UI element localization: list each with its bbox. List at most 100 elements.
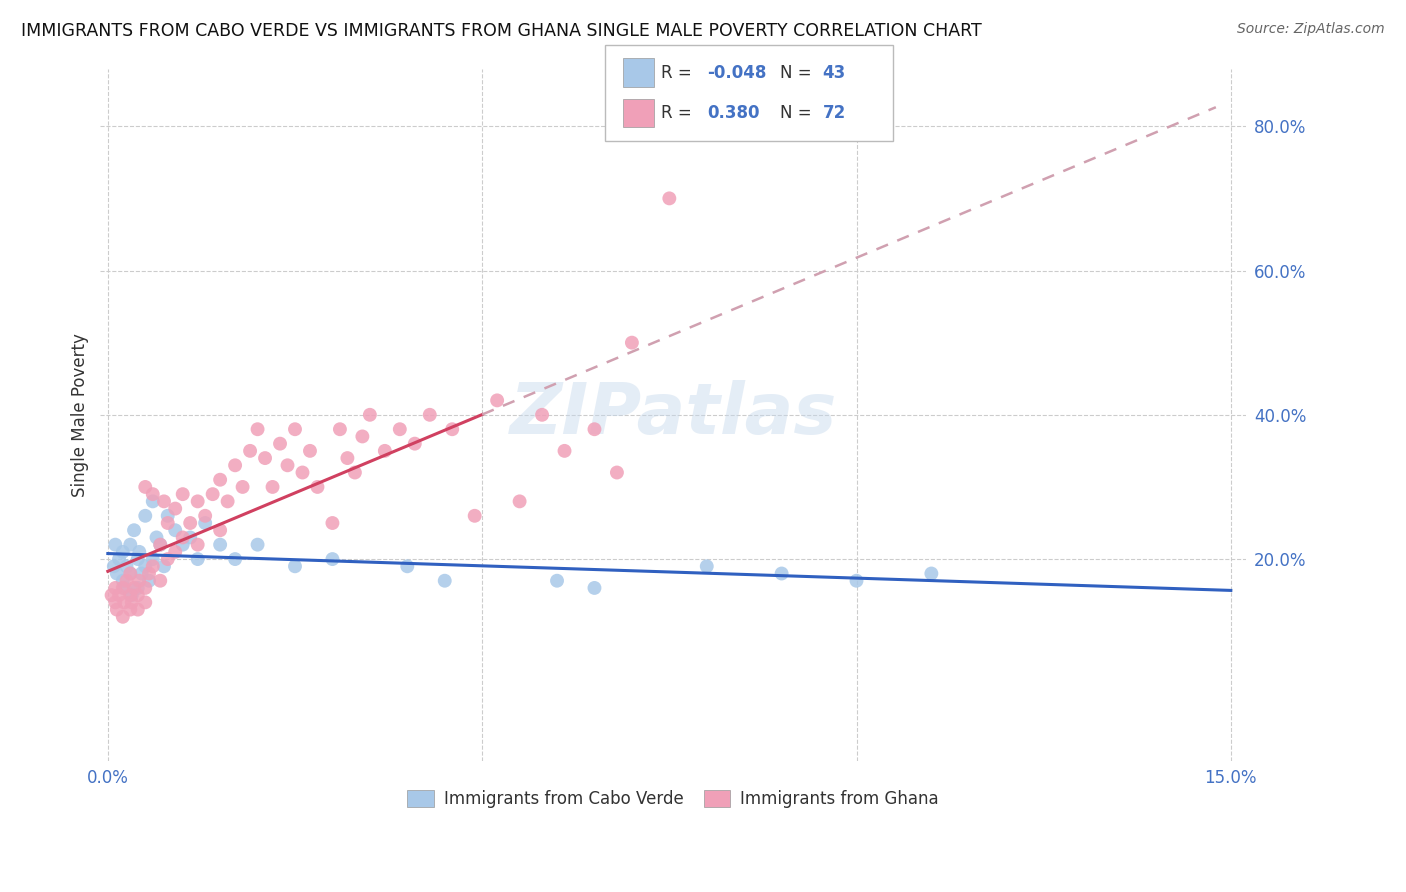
Point [127,581,149,595]
Point [269,436,291,450]
Point [153,494,176,508]
Text: N =: N = [780,103,817,122]
Point [120,602,142,616]
Point [165,501,187,516]
Point [845,574,868,588]
Point [419,408,441,422]
Point [103,559,125,574]
Point [128,545,150,559]
Point [179,516,201,530]
Point [134,480,156,494]
Point [112,581,135,595]
Point [262,480,284,494]
Point [127,602,149,616]
Point [388,422,411,436]
Point [307,480,329,494]
Point [172,531,194,545]
Point [108,552,131,566]
Point [583,581,606,595]
Text: R =: R = [661,63,697,82]
Point [217,494,239,508]
Point [920,566,942,581]
Point [122,523,145,537]
Point [142,552,165,566]
Point [115,574,138,588]
Point [433,574,456,588]
Point [201,487,224,501]
Point [187,538,209,552]
Text: -0.048: -0.048 [707,63,766,82]
Point [138,566,160,581]
Point [142,494,165,508]
Point [336,451,359,466]
Point [658,191,681,205]
Point [284,422,307,436]
Point [224,552,246,566]
Point [509,494,531,508]
Point [156,508,179,523]
Point [121,588,143,602]
Point [298,443,321,458]
Point [100,588,122,602]
Point [131,566,153,581]
Point [120,538,142,552]
Point [142,559,165,574]
Point [142,487,165,501]
Point [404,436,426,450]
Point [108,588,131,602]
Text: 43: 43 [823,63,846,82]
Point [104,581,127,595]
Point [246,422,269,436]
Point [343,466,366,480]
Point [187,494,209,508]
Point [276,458,298,473]
Point [134,559,156,574]
Point [209,473,232,487]
Point [172,538,194,552]
Point [194,516,217,530]
Point [149,538,172,552]
Point [111,609,134,624]
Point [583,422,606,436]
Point [134,581,156,595]
Point [696,559,718,574]
Point [172,487,194,501]
Point [121,595,143,609]
Point [120,588,142,602]
Point [104,595,127,609]
Point [209,523,232,537]
Point [165,523,187,537]
Text: Source: ZipAtlas.com: Source: ZipAtlas.com [1237,22,1385,37]
Text: N =: N = [780,63,817,82]
Point [291,466,314,480]
Point [105,602,128,616]
Point [254,451,277,466]
Point [127,588,149,602]
Text: IMMIGRANTS FROM CABO VERDE VS IMMIGRANTS FROM GHANA SINGLE MALE POVERTY CORRELAT: IMMIGRANTS FROM CABO VERDE VS IMMIGRANTS… [21,22,981,40]
Point [232,480,254,494]
Point [105,566,128,581]
Text: 0.380: 0.380 [707,103,759,122]
Point [321,516,343,530]
Point [606,466,628,480]
Point [104,538,127,552]
Point [329,422,352,436]
Text: 72: 72 [823,103,846,122]
Point [120,566,142,581]
Point [441,422,464,436]
Point [145,531,167,545]
Legend: Immigrants from Cabo Verde, Immigrants from Ghana: Immigrants from Cabo Verde, Immigrants f… [401,783,946,815]
Point [165,545,187,559]
Point [374,443,396,458]
Text: ZIPatlas: ZIPatlas [509,380,837,450]
Point [546,574,568,588]
Point [359,408,381,422]
Point [149,574,172,588]
Point [122,581,145,595]
Point [284,559,307,574]
Point [209,538,232,552]
Point [239,443,262,458]
Point [352,429,374,443]
Point [194,508,217,523]
Point [111,574,134,588]
